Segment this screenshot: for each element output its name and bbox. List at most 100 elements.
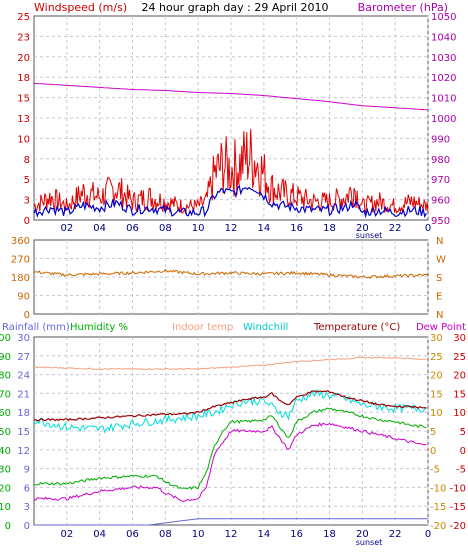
baro-tick-label: 970 xyxy=(431,175,450,186)
x-tick-label-bottom: 08 xyxy=(159,529,172,540)
temperature-tick-label: 25 xyxy=(453,352,466,363)
legend-windchill: Windchill xyxy=(243,322,288,333)
baro-tick-label: 1030 xyxy=(431,53,456,64)
grid xyxy=(34,16,429,525)
rain-tick-label: 15 xyxy=(17,427,30,438)
dir-tick-label: 90 xyxy=(17,292,30,303)
temperature-tick-label: 0 xyxy=(460,446,466,457)
wind-tick-label: 25 xyxy=(17,12,30,23)
humidity-tick-label: 60 xyxy=(0,408,11,419)
indoor-temp-tick-label: -20 xyxy=(430,521,446,532)
wind-average-line xyxy=(33,184,427,219)
x-tick-label-bottom: 22 xyxy=(389,529,402,540)
humidity-line xyxy=(33,407,427,491)
humidity-tick-label: 80 xyxy=(0,371,11,382)
x-tick-label-bottom: 02 xyxy=(60,529,73,540)
humidity-tick-label: 40 xyxy=(0,446,11,457)
temperature-tick-label: 10 xyxy=(453,408,466,419)
indoor-temp-tick-label: 15 xyxy=(430,389,443,400)
indoor-temp-tick-label: -5 xyxy=(430,465,440,476)
x-tick-label-bottom: 12 xyxy=(225,529,238,540)
wind-tick-label: 20 xyxy=(17,53,30,64)
baro-tick-label: 960 xyxy=(431,196,450,207)
humidity-tick-label: 50 xyxy=(0,427,11,438)
wind-direction-line xyxy=(33,268,429,279)
temperature-tick-label: 20 xyxy=(453,371,466,382)
temperature-tick-label: -20 xyxy=(450,521,466,532)
barometer-line xyxy=(33,82,429,111)
x-tick-label-top: 14 xyxy=(257,223,270,234)
wind-tick-label: 10 xyxy=(17,134,30,145)
windchill-line xyxy=(33,388,427,434)
indoor-temp-tick-label: 10 xyxy=(430,408,443,419)
dir-tick-label: 360 xyxy=(11,236,30,247)
x-tick-label-top: 02 xyxy=(60,223,73,234)
rainfall-line xyxy=(34,518,428,526)
x-tick-label-bottom: 04 xyxy=(93,529,106,540)
compass-tick-label: E xyxy=(436,292,442,303)
wind-tick-label: 13 xyxy=(17,114,30,125)
temperature-tick-label: 15 xyxy=(453,389,466,400)
tick-labels: 0358101315182023259509609709809901000101… xyxy=(0,12,466,540)
legend-temperature: Temperature (°C) xyxy=(313,322,400,333)
baro-tick-label: 980 xyxy=(431,155,450,166)
temperature-line xyxy=(33,389,427,422)
x-tick-label-top: 08 xyxy=(159,223,172,234)
temperature-tick-label: -15 xyxy=(450,502,466,513)
indoor-temp-tick-label: -15 xyxy=(430,502,446,513)
humidity-tick-label: 100 xyxy=(0,333,11,344)
x-tick-label-top: 22 xyxy=(389,223,402,234)
wind-gust-line xyxy=(33,128,429,214)
rain-tick-label: 9 xyxy=(24,465,30,476)
x-tick-label-bottom: 10 xyxy=(192,529,205,540)
rain-tick-label: 27 xyxy=(17,352,30,363)
rain-tick-label: 6 xyxy=(24,483,30,494)
x-tick-label-bottom: 16 xyxy=(290,529,303,540)
baro-tick-label: 1050 xyxy=(431,12,456,23)
humidity-tick-label: 20 xyxy=(0,483,11,494)
wind-tick-label: 0 xyxy=(24,216,30,227)
wind-tick-label: 8 xyxy=(24,155,30,166)
compass-tick-label: N xyxy=(436,310,443,321)
temperature-tick-label: 5 xyxy=(460,427,466,438)
x-tick-label-top: 18 xyxy=(323,223,336,234)
baro-tick-label: 1010 xyxy=(431,94,456,105)
dir-tick-label: 270 xyxy=(11,255,30,266)
humidity-tick-label: 30 xyxy=(0,465,11,476)
indoor-temp-tick-label: -10 xyxy=(430,483,446,494)
humidity-tick-label: 70 xyxy=(0,389,11,400)
x-tick-label-top: 04 xyxy=(93,223,106,234)
compass-tick-label: N xyxy=(436,236,443,247)
x-tick-label-top: 0 xyxy=(425,223,431,234)
wind-tick-label: 18 xyxy=(17,73,30,84)
x-tick-label-top: 10 xyxy=(192,223,205,234)
rain-tick-label: 24 xyxy=(17,371,30,382)
x-tick-label-bottom: 20 xyxy=(356,529,369,540)
x-tick-label-bottom: 0 xyxy=(425,529,431,540)
rain-tick-label: 3 xyxy=(24,502,30,513)
dew-point-line xyxy=(33,422,427,503)
rain-tick-label: 30 xyxy=(17,333,30,344)
wind-tick-label: 15 xyxy=(17,94,30,105)
wind-tick-label: 23 xyxy=(17,32,30,43)
baro-tick-label: 990 xyxy=(431,134,450,145)
humidity-tick-label: 0 xyxy=(5,521,11,532)
x-tick-label-bottom: 06 xyxy=(126,529,139,540)
barometer-header: Barometer (hPa) xyxy=(358,1,448,14)
chart-marks xyxy=(33,82,429,526)
wind-tick-label: 5 xyxy=(24,175,30,186)
dir-tick-label: 0 xyxy=(24,310,30,321)
x-tick-label-top: 12 xyxy=(225,223,238,234)
humidity-tick-label: 90 xyxy=(0,352,11,363)
wind-tick-label: 3 xyxy=(24,196,30,207)
baro-tick-label: 950 xyxy=(431,216,450,227)
baro-tick-label: 1020 xyxy=(431,73,456,84)
indoor-temp-tick-label: 20 xyxy=(430,371,443,382)
compass-tick-label: S xyxy=(436,273,442,284)
temperature-tick-label: 30 xyxy=(453,333,466,344)
indoor-temp-tick-label: 30 xyxy=(430,333,443,344)
x-tick-label-top: 16 xyxy=(290,223,303,234)
indoor-temp-tick-label: 25 xyxy=(430,352,443,363)
humidity-tick-label: 10 xyxy=(0,502,11,513)
